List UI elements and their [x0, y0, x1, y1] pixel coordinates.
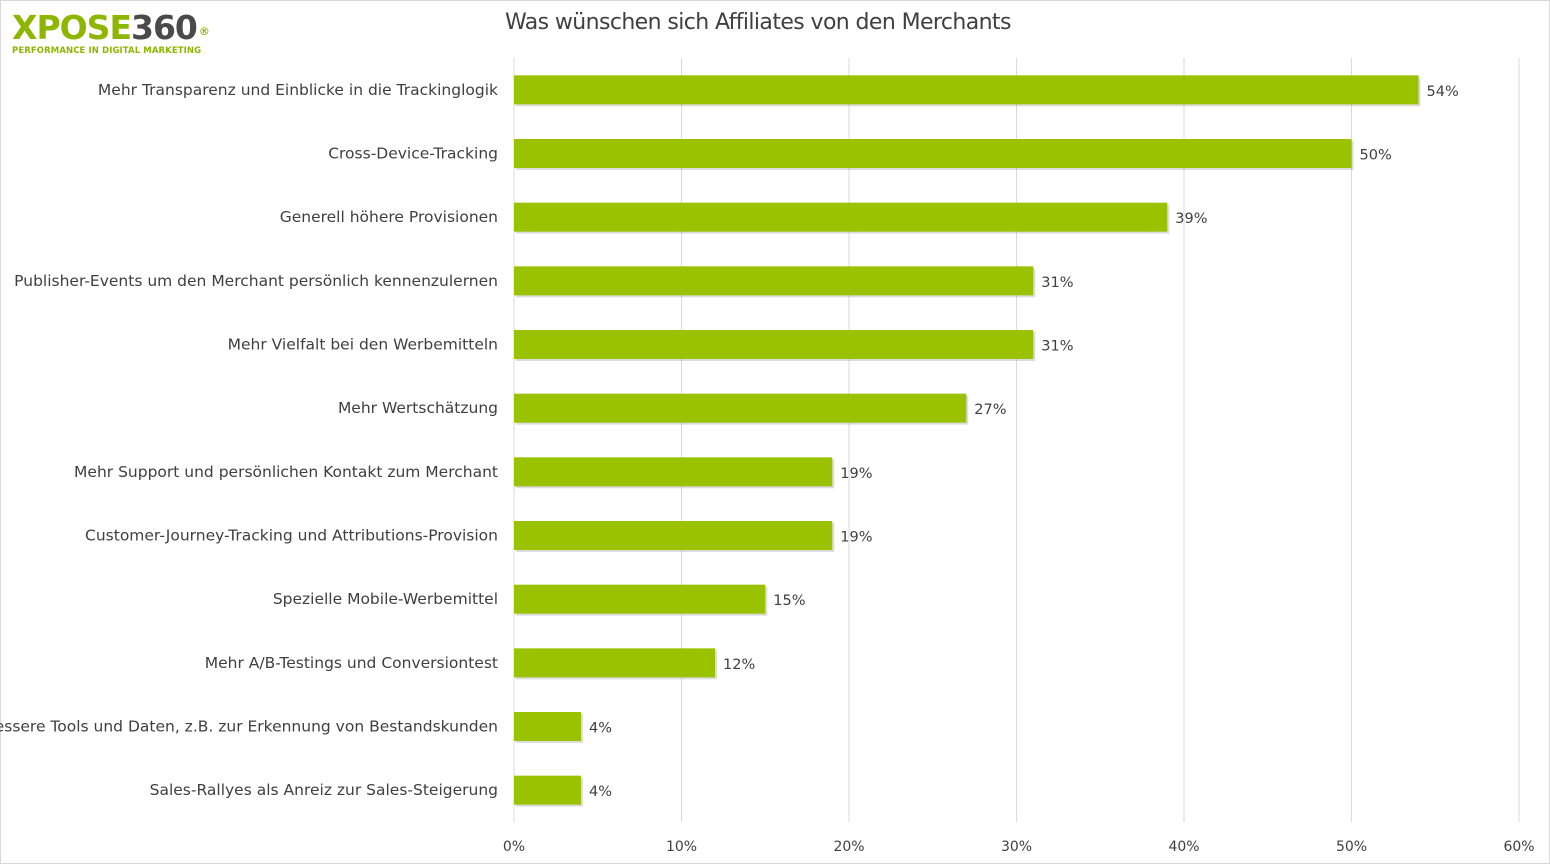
category-label: Publisher-Events um den Merchant persönl…: [14, 272, 498, 290]
data-label: 12%: [723, 657, 755, 673]
data-label: 4%: [589, 784, 612, 800]
bar: [514, 521, 833, 550]
data-label: 4%: [589, 721, 612, 737]
xpose360-logo: XPOSE360 ® PERFORMANCE IN DIGITAL MARKETI…: [12, 8, 210, 56]
category-label: Mehr A/B-Testings und Conversiontest: [205, 654, 498, 672]
category-label: Cross-Device-Tracking: [328, 145, 498, 163]
data-label: 39%: [1175, 211, 1207, 227]
category-label: Spezielle Mobile-Werbemittel: [273, 590, 498, 608]
data-label: 31%: [1041, 275, 1073, 291]
category-label: Bessere Tools und Daten, z.B. zur Erkenn…: [0, 718, 498, 736]
x-tick-label: 60%: [1503, 839, 1534, 855]
category-label: Mehr Vielfalt bei den Werbemitteln: [228, 336, 498, 354]
category-label: Mehr Transparenz und Einblicke in die Tr…: [98, 81, 498, 99]
bar: [514, 775, 581, 805]
logo-tagline: PERFORMANCE IN DIGITAL MARKETING: [12, 46, 202, 56]
bar: [514, 712, 581, 741]
logo-wordmark: XPOSE360 ®: [12, 8, 210, 48]
chart-title: Was wünschen sich Affiliates von den Mer…: [505, 10, 1011, 35]
data-label: 19%: [840, 530, 872, 546]
data-label: 54%: [1427, 84, 1459, 100]
bar: [514, 75, 1419, 105]
bar: [514, 330, 1034, 359]
bar: [514, 584, 766, 614]
x-tick-label: 40%: [1168, 839, 1199, 855]
data-label: 27%: [974, 402, 1006, 418]
category-label: Customer-Journey-Tracking und Attributio…: [85, 527, 498, 545]
data-label: 50%: [1360, 148, 1392, 164]
x-tick-label: 10%: [666, 839, 697, 855]
x-tick-label: 50%: [1336, 839, 1367, 855]
bar: [514, 266, 1034, 296]
bar: [514, 648, 715, 678]
category-label: Mehr Wertschätzung: [338, 399, 498, 417]
x-tick-label: 20%: [833, 839, 864, 855]
category-label: Sales-Rallyes als Anreiz zur Sales-Steig…: [150, 781, 498, 799]
x-tick-label: 30%: [1001, 839, 1032, 855]
data-label: 19%: [840, 466, 872, 482]
logo-registered-mark: ®: [198, 25, 210, 38]
bar: [514, 457, 833, 487]
x-tick-label: 0%: [503, 839, 525, 855]
logo-brand-right: 360: [131, 8, 198, 47]
category-label: Generell höhere Provisionen: [280, 208, 498, 226]
bar: [514, 139, 1352, 168]
bar: [514, 202, 1168, 232]
data-label: 31%: [1041, 339, 1073, 355]
logo-brand-left: XPOSE: [12, 8, 132, 47]
data-label: 15%: [773, 593, 805, 609]
category-label: Mehr Support und persönlichen Kontakt zu…: [74, 463, 498, 481]
bar: [514, 393, 967, 423]
